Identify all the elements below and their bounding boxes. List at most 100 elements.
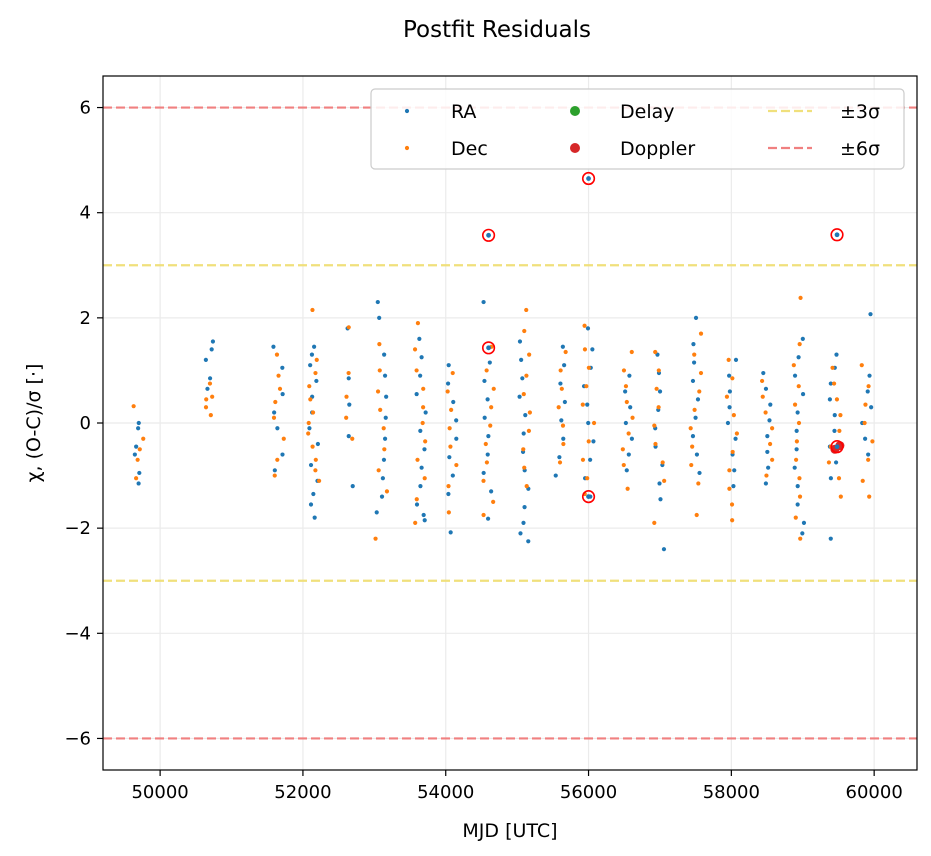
ra-point	[734, 358, 738, 362]
ra-point	[731, 484, 735, 488]
dec-point	[653, 442, 657, 446]
ra-point	[382, 458, 386, 462]
ra-point	[486, 434, 490, 438]
dec-point	[689, 463, 693, 467]
ra-point	[520, 376, 524, 380]
dec-point	[489, 405, 493, 409]
ra-point	[307, 426, 311, 430]
ra-point	[415, 502, 419, 506]
ra-point	[422, 447, 426, 451]
dec-point	[795, 439, 799, 443]
ra-point	[796, 410, 800, 414]
ra-point	[867, 374, 871, 378]
dec-point	[350, 437, 354, 441]
dec-point	[866, 458, 870, 462]
chart-title: Postfit Residuals	[403, 17, 591, 43]
ra-point	[829, 537, 833, 541]
dec-point	[794, 516, 798, 520]
ra-point	[383, 437, 387, 441]
dec-point	[838, 413, 842, 417]
dec-point	[699, 371, 703, 375]
ra-point	[449, 530, 453, 534]
dec-point	[278, 387, 282, 391]
ra-point	[695, 452, 699, 456]
ra-point	[447, 455, 451, 459]
dec-point	[763, 410, 767, 414]
dec-point	[491, 500, 495, 504]
dec-point	[485, 460, 489, 464]
ra-point	[691, 434, 695, 438]
ra-point	[585, 402, 589, 406]
ra-point	[563, 400, 567, 404]
dec-point	[794, 458, 798, 462]
ra-point	[420, 355, 424, 359]
dec-point	[866, 384, 870, 388]
dec-point	[626, 487, 630, 491]
dec-point	[307, 421, 311, 425]
ra-point	[866, 389, 870, 393]
dec-point	[835, 397, 839, 401]
dec-point	[583, 347, 587, 351]
ra-point	[451, 400, 455, 404]
ra-point	[591, 439, 595, 443]
dec-point	[344, 395, 348, 399]
ra-point	[280, 452, 284, 456]
y-tick-label: 0	[80, 413, 91, 434]
dec-point	[690, 445, 694, 449]
ra-point	[483, 416, 487, 420]
legend-marker-dec	[405, 146, 409, 150]
ra-point	[761, 371, 765, 375]
ra-point	[347, 402, 351, 406]
ra-point	[382, 353, 386, 357]
ra-point	[482, 379, 486, 383]
dec-point	[315, 358, 319, 362]
y-tick-label: 2	[80, 308, 91, 329]
dec-point	[488, 424, 492, 428]
dec-point	[382, 447, 386, 451]
dec-point	[136, 458, 140, 462]
dec-point	[310, 445, 314, 449]
dec-point	[204, 405, 208, 409]
dec-point	[559, 368, 563, 372]
dec-point	[446, 389, 450, 393]
dec-point	[839, 495, 843, 499]
ra-point	[727, 374, 731, 378]
dec-point	[275, 458, 279, 462]
ra-point	[418, 374, 422, 378]
ra-point	[415, 392, 419, 396]
dec-point	[727, 468, 731, 472]
dec-point	[760, 379, 764, 383]
dec-point	[561, 424, 565, 428]
dec-point	[764, 473, 768, 477]
ra-point	[658, 497, 662, 501]
dec-point	[347, 371, 351, 375]
dec-point	[377, 342, 381, 346]
dec-point	[132, 404, 136, 408]
y-tick-label: 4	[80, 203, 91, 224]
dec-point	[481, 513, 485, 517]
dec-point	[448, 445, 452, 449]
dec-point	[837, 476, 841, 480]
x-tick-label: 58000	[703, 782, 760, 803]
dec-point	[485, 368, 489, 372]
ra-point	[765, 434, 769, 438]
dec-point	[373, 537, 377, 541]
legend-marker-ra	[405, 109, 409, 113]
ra-point	[554, 473, 558, 477]
dec-point	[863, 402, 867, 406]
dec-point	[313, 468, 317, 472]
ra-point	[489, 489, 493, 493]
legend-marker-delay	[570, 106, 580, 116]
ra-point	[832, 429, 836, 433]
dec-point	[272, 416, 276, 420]
ra-point	[800, 531, 804, 535]
ra-point	[486, 397, 490, 401]
dec-point	[522, 466, 526, 470]
ra-point	[417, 337, 421, 341]
dec-point	[521, 447, 525, 451]
dec-point	[413, 521, 417, 525]
ra-point	[691, 342, 695, 346]
dec-point	[557, 405, 561, 409]
outlier-point	[486, 233, 491, 238]
